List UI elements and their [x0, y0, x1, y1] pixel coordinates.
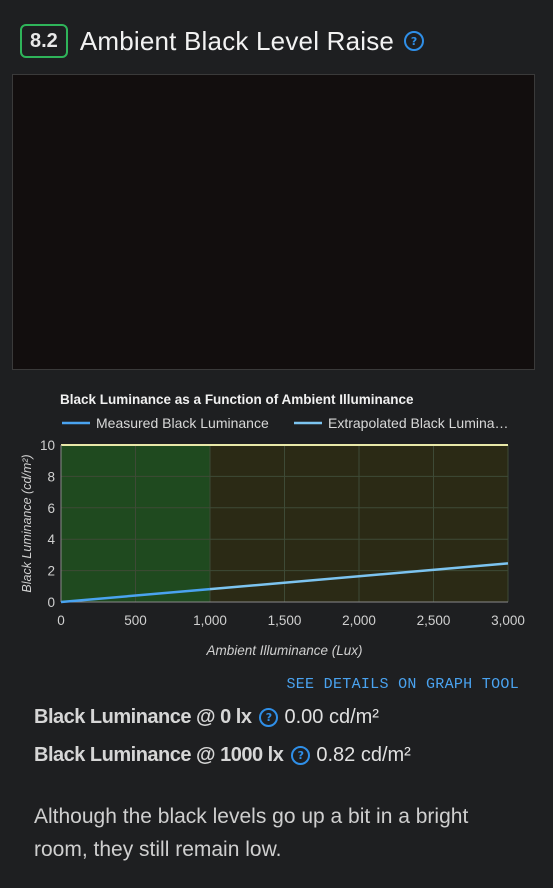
x-axis-label: Ambient Illuminance (Lux) [205, 643, 362, 658]
x-tick-label: 2,000 [342, 613, 376, 628]
test-photo [12, 74, 535, 370]
black-luminance-chart: Black Luminance as a Function of Ambient… [20, 392, 525, 658]
x-tick-label: 0 [57, 613, 65, 628]
x-tick-label: 3,000 [491, 613, 525, 628]
description-text: Although the black levels go up a bit in… [34, 805, 469, 861]
y-tick-label: 0 [47, 595, 55, 610]
stat-value: 0.00 cd/m² [284, 706, 379, 728]
page-title: Ambient Black Level Raise [79, 25, 395, 56]
y-tick-label: 4 [47, 532, 55, 547]
help-icon[interactable]: ? [259, 708, 279, 727]
y-tick-label: 8 [47, 469, 55, 484]
stat-value: 0.82 cd/m² [316, 744, 411, 766]
score-badge: 8.2 [20, 24, 68, 58]
x-tick-label: 1,000 [193, 613, 227, 628]
y-axis-label: Black Luminance (cd/m²) [20, 454, 34, 592]
y-tick-label: 2 [47, 564, 55, 579]
legend-label: Measured Black Luminance [96, 415, 269, 431]
y-tick-label: 6 [47, 501, 55, 516]
y-tick-label: 10 [40, 438, 55, 453]
x-tick-label: 1,500 [268, 613, 302, 628]
x-tick-label: 500 [124, 613, 147, 628]
series-line [209, 562, 509, 591]
stat-row: Black Luminance @ 0 lx ? 0.00 cd/m² [34, 706, 379, 729]
legend-label: Extrapolated Black Lumina… [328, 415, 509, 431]
help-icon[interactable]: ? [291, 746, 311, 765]
stat-label: Black Luminance @ 0 lx [34, 706, 252, 728]
help-icon[interactable]: ? [404, 31, 425, 51]
chart-title: Black Luminance as a Function of Ambient… [60, 392, 414, 407]
section-header: 8.2 Ambient Black Level Raise ? [20, 24, 425, 58]
x-tick-label: 2,500 [417, 613, 451, 628]
stat-label: Black Luminance @ 1000 lx [34, 744, 284, 766]
see-details-link[interactable]: SEE DETAILS ON GRAPH TOOL [286, 676, 519, 693]
chart-container: Black Luminance as a Function of Ambient… [0, 380, 553, 670]
series-line [60, 587, 211, 604]
stat-row: Black Luminance @ 1000 lx ? 0.82 cd/m² [34, 744, 411, 767]
